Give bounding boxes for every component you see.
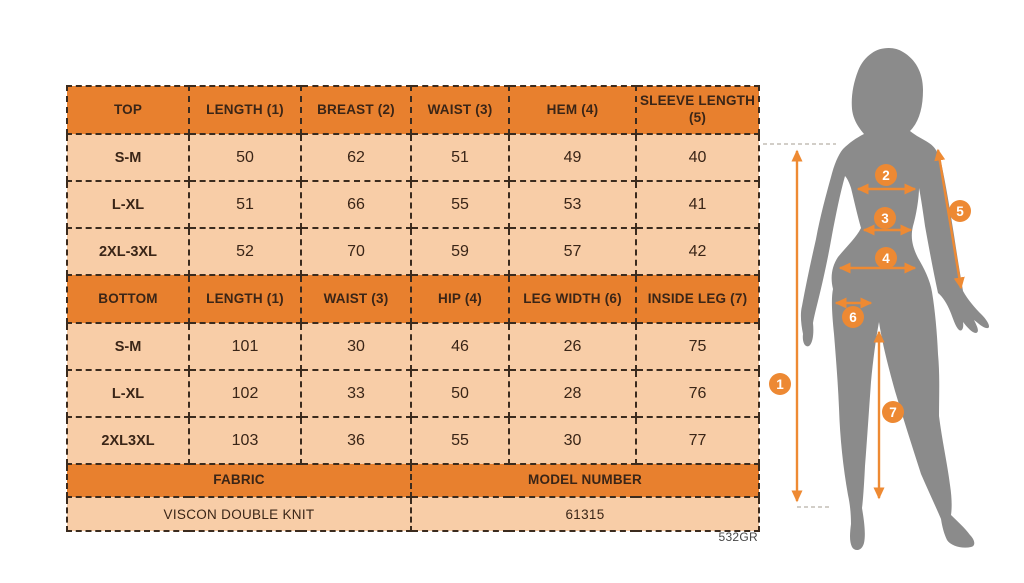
bottom-row-l-xl: L-XL 102 33 50 28 76 [66, 369, 760, 418]
cell-value: 103 [188, 416, 302, 465]
info-value-row: VISCON DOUBLE KNIT 61315 [66, 496, 760, 532]
size-label: S-M [66, 322, 190, 371]
size-label: 2XL-3XL [66, 227, 190, 276]
badge-circle [875, 247, 897, 269]
header-waist-3: WAIST (3) [300, 274, 412, 324]
badge-number: 3 [881, 211, 889, 226]
cell-value: 59 [410, 227, 510, 276]
measurement-badge-7: 7 [882, 401, 904, 423]
arrow-5-sleeve [934, 148, 965, 290]
badge-number: 2 [882, 168, 890, 183]
header-inside-leg-7: INSIDE LEG (7) [635, 274, 760, 324]
cell-value: 28 [508, 369, 637, 418]
header-fabric: FABRIC [66, 463, 412, 498]
measurement-badge-4: 4 [875, 247, 897, 269]
badge-number: 4 [882, 251, 890, 266]
cell-value: 33 [300, 369, 412, 418]
model-number-value: 61315 [410, 496, 760, 532]
cell-value: 62 [300, 133, 412, 182]
cell-value: 42 [635, 227, 760, 276]
cell-value: 50 [410, 369, 510, 418]
bottom-row-2xl3xl: 2XL3XL 103 36 55 30 77 [66, 416, 760, 465]
style-code-text: 532GR [718, 530, 758, 544]
header-length-1: LENGTH (1) [188, 274, 302, 324]
cell-value: 49 [508, 133, 637, 182]
badge-number: 5 [956, 204, 964, 219]
size-label: L-XL [66, 369, 190, 418]
cell-value: 40 [635, 133, 760, 182]
cell-value: 57 [508, 227, 637, 276]
badge-number: 7 [889, 405, 897, 420]
cell-value: 102 [188, 369, 302, 418]
female-figure-silhouette [800, 47, 990, 551]
size-label: L-XL [66, 180, 190, 229]
cell-value: 101 [188, 322, 302, 371]
bottom-header-row: BOTTOM LENGTH (1) WAIST (3) HIP (4) LEG … [66, 274, 760, 324]
cell-value: 36 [300, 416, 412, 465]
measurement-badge-6: 6 [842, 306, 864, 328]
size-label: 2XL3XL [66, 416, 190, 465]
cell-value: 76 [635, 369, 760, 418]
cell-value: 53 [508, 180, 637, 229]
size-chart-table: TOP LENGTH (1) BREAST (2) WAIST (3) HEM … [66, 85, 760, 532]
cell-value: 50 [188, 133, 302, 182]
cell-value: 55 [410, 416, 510, 465]
cell-value: 51 [188, 180, 302, 229]
cell-value: 41 [635, 180, 760, 229]
badge-number: 6 [849, 310, 857, 325]
top-row-2xl-3xl: 2XL-3XL 52 70 59 57 42 [66, 227, 760, 276]
bottom-row-s-m: S-M 101 30 46 26 75 [66, 322, 760, 371]
measurement-badge-1: 1 [769, 373, 791, 395]
cell-value: 30 [508, 416, 637, 465]
cell-value: 77 [635, 416, 760, 465]
header-hem-4: HEM (4) [508, 85, 637, 135]
header-leg-width-6: LEG WIDTH (6) [508, 274, 637, 324]
header-breast-2: BREAST (2) [300, 85, 412, 135]
header-hip-4: HIP (4) [410, 274, 510, 324]
badge-circle [769, 373, 791, 395]
badge-circle [874, 207, 896, 229]
cell-value: 66 [300, 180, 412, 229]
badge-circle [882, 401, 904, 423]
cell-value: 30 [300, 322, 412, 371]
badge-circle [875, 164, 897, 186]
cell-value: 26 [508, 322, 637, 371]
badge-circle [842, 306, 864, 328]
cell-value: 55 [410, 180, 510, 229]
cell-value: 75 [635, 322, 760, 371]
cell-value: 51 [410, 133, 510, 182]
header-model-number: MODEL NUMBER [410, 463, 760, 498]
header-sleeve-length-5: SLEEVE LENGTH (5) [635, 85, 760, 135]
top-header-row: TOP LENGTH (1) BREAST (2) WAIST (3) HEM … [66, 85, 760, 135]
top-row-l-xl: L-XL 51 66 55 53 41 [66, 180, 760, 229]
measurement-figure: 1 2 3 4 5 6 7 [763, 47, 990, 551]
measurement-badge-3: 3 [874, 207, 896, 229]
measurement-badge-2: 2 [875, 164, 897, 186]
header-length-1: LENGTH (1) [188, 85, 302, 135]
info-header-row: FABRIC MODEL NUMBER [66, 463, 760, 498]
measurement-badge-5: 5 [949, 200, 971, 222]
top-row-s-m: S-M 50 62 51 49 40 [66, 133, 760, 182]
cell-value: 70 [300, 227, 412, 276]
cell-value: 52 [188, 227, 302, 276]
cell-value: 46 [410, 322, 510, 371]
badge-circle [949, 200, 971, 222]
fabric-value: VISCON DOUBLE KNIT [66, 496, 412, 532]
header-bottom: BOTTOM [66, 274, 190, 324]
size-label: S-M [66, 133, 190, 182]
badge-number: 1 [776, 377, 784, 392]
header-top: TOP [66, 85, 190, 135]
header-waist-3: WAIST (3) [410, 85, 510, 135]
